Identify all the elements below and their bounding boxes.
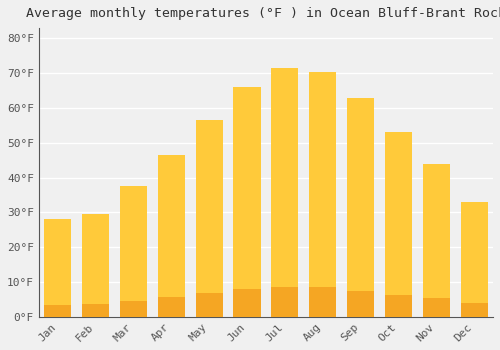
Title: Average monthly temperatures (°F ) in Ocean Bluff-Brant Rock: Average monthly temperatures (°F ) in Oc… xyxy=(26,7,500,20)
Bar xyxy=(347,290,374,317)
Bar xyxy=(347,98,374,317)
Bar xyxy=(460,303,488,317)
Bar xyxy=(234,289,260,317)
Bar xyxy=(120,301,147,317)
Bar xyxy=(422,164,450,317)
Bar xyxy=(309,71,336,317)
Bar xyxy=(271,287,298,317)
Bar xyxy=(385,132,412,317)
Bar xyxy=(385,295,412,317)
Bar xyxy=(158,298,185,317)
Bar xyxy=(422,299,450,317)
Bar xyxy=(120,186,147,317)
Bar xyxy=(82,304,109,317)
Bar xyxy=(158,155,185,317)
Bar xyxy=(82,214,109,317)
Bar xyxy=(44,305,72,317)
Bar xyxy=(309,287,336,317)
Bar xyxy=(196,293,223,317)
Bar xyxy=(44,219,72,317)
Bar xyxy=(196,120,223,317)
Bar xyxy=(460,202,488,317)
Bar xyxy=(271,68,298,317)
Bar xyxy=(234,87,260,317)
